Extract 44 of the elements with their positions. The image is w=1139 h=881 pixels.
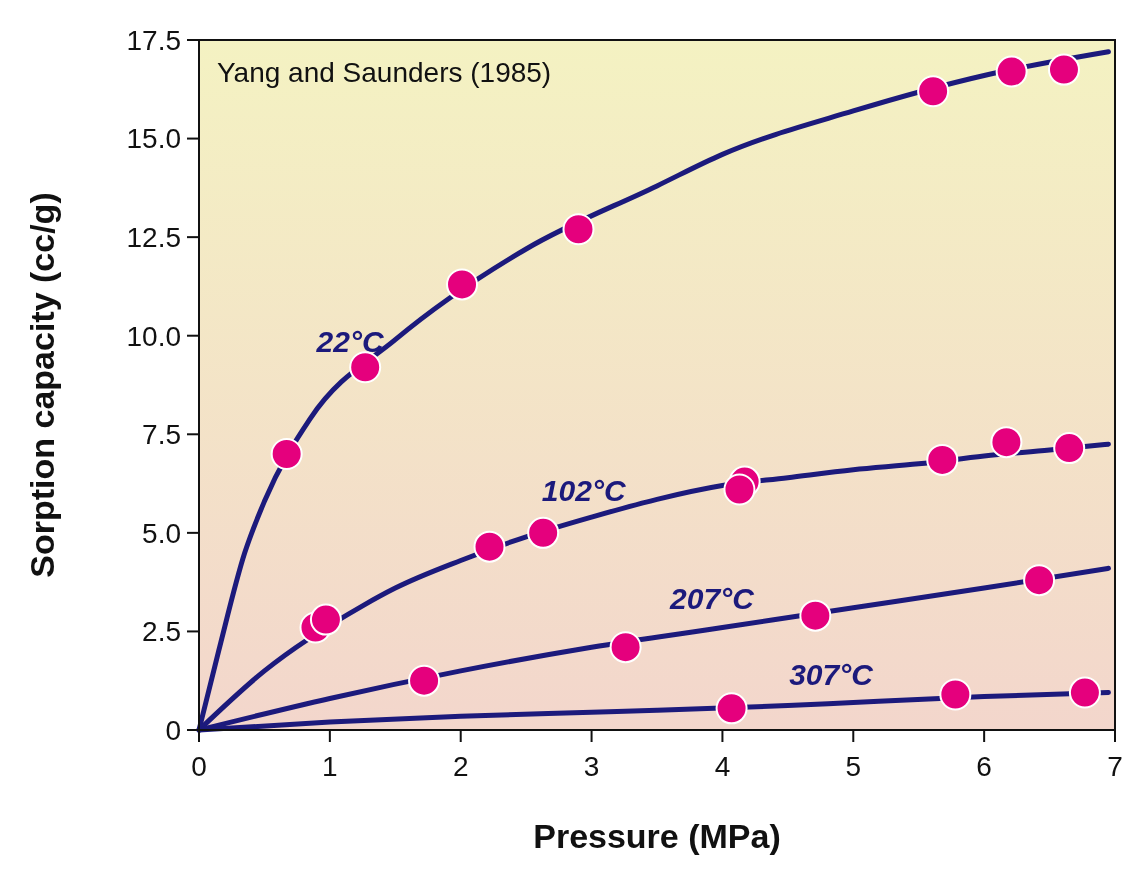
- series-label: 307°C: [789, 658, 875, 692]
- point: [799, 599, 832, 632]
- point: [309, 603, 342, 636]
- point: [715, 692, 748, 725]
- point: [446, 268, 479, 301]
- series-label: 207°C: [669, 582, 756, 616]
- series-label: 102°C: [541, 474, 627, 508]
- point: [527, 516, 560, 549]
- point: [408, 664, 441, 697]
- y-axis-title: Sorption capacity (cc/g): [23, 192, 61, 578]
- x-tick-label: 3: [583, 751, 600, 782]
- point: [939, 678, 972, 711]
- y-tick-label: 0: [165, 714, 181, 746]
- x-tick-label: 1: [322, 751, 338, 782]
- y-tick-label: 15.0: [126, 123, 181, 155]
- x-axis-title: Pressure (MPa): [533, 817, 781, 855]
- point: [270, 438, 303, 470]
- x-tick-label: 4: [714, 751, 731, 782]
- y-tick-label: 2.5: [142, 616, 181, 648]
- annotation: Yang and Saunders (1985): [217, 57, 552, 88]
- y-tick-label: 7.5: [142, 419, 181, 451]
- x-tick-label: 5: [845, 751, 862, 782]
- y-tick-label: 12.5: [126, 221, 181, 253]
- x-tick-label: 2: [452, 751, 469, 782]
- point: [917, 75, 950, 108]
- y-tick-label: 5.0: [142, 517, 181, 549]
- y-tick-label: 10.0: [126, 320, 181, 352]
- x-tick-label: 0: [191, 751, 207, 782]
- point: [609, 631, 642, 664]
- y-tick-label: 17.5: [126, 24, 181, 56]
- series-label: 22°C: [315, 324, 385, 358]
- point: [990, 426, 1023, 459]
- point: [1023, 564, 1056, 597]
- point: [1053, 432, 1086, 465]
- point: [473, 530, 506, 563]
- point: [926, 443, 959, 476]
- x-tick-label: 7: [1107, 751, 1123, 782]
- point: [995, 55, 1028, 88]
- point: [1068, 676, 1101, 709]
- point: [349, 351, 382, 384]
- point: [723, 473, 756, 506]
- point: [562, 213, 595, 246]
- point: [1047, 53, 1080, 86]
- x-tick-label: 6: [976, 751, 992, 782]
